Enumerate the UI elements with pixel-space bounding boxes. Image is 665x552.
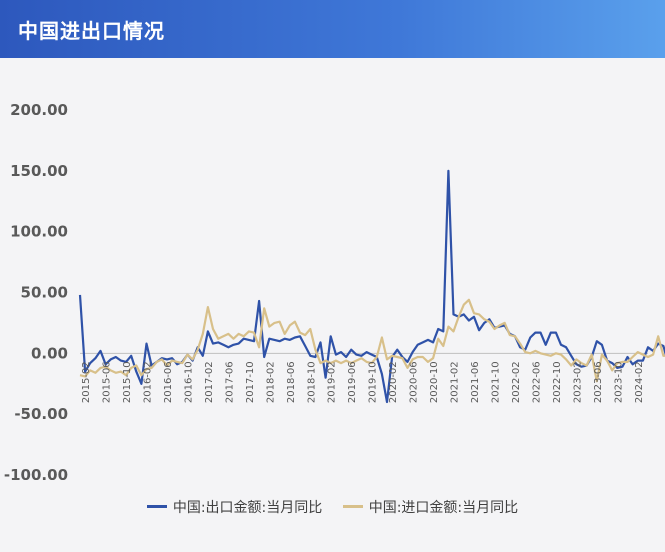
x-tick-label: 2021-10 [490, 361, 501, 403]
page-title: 中国进出口情况 [18, 19, 165, 43]
x-tick-label: 2021-02 [450, 361, 461, 403]
legend-swatch-export [146, 505, 167, 508]
x-tick-label: 2020-06 [409, 361, 420, 403]
x-tick-label: 2022-10 [552, 361, 563, 403]
y-tick-label: 100.00 [10, 223, 68, 241]
x-tick-label: 2019-10 [368, 361, 379, 403]
x-tick-label: 2020-10 [429, 361, 440, 403]
x-tick-label: 2018-02 [265, 361, 276, 403]
y-tick-label: 0.00 [31, 344, 68, 362]
x-tick-label: 2018-10 [306, 361, 317, 403]
chart-area: 200.00 150.00 100.00 50.00 0.00 -50.00 -100.00… [0, 58, 665, 552]
series-line-export [78, 169, 665, 404]
x-tick-label: 2022-06 [531, 361, 542, 403]
series-line-import [79, 298, 665, 383]
x-tick-label: 2023-06 [593, 361, 604, 403]
x-tick-label: 2015-10 [122, 361, 133, 403]
x-tick-label: 2016-06 [163, 361, 174, 403]
y-tick-label: 150.00 [10, 162, 68, 180]
x-tick-label: 2017-10 [245, 361, 256, 403]
y-tick-label: 200.00 [10, 101, 68, 119]
y-tick-label: -50.00 [14, 405, 68, 423]
x-tick-label: 2016-02 [143, 361, 154, 403]
x-tick-label: 2016-10 [183, 361, 194, 403]
x-tick-label: 2023-10 [613, 361, 624, 403]
legend-label-export: 中国:出口金额:当月同比 [172, 499, 323, 516]
x-tick-label: 2019-06 [347, 361, 358, 403]
legend-item-export: 中国:出口金额:当月同比 [146, 497, 323, 517]
x-tick-label: 2017-02 [204, 361, 215, 403]
y-tick-label: 50.00 [21, 284, 68, 302]
x-tick-label: 2015-02 [81, 361, 92, 403]
x-tick-label: 2020-02 [388, 361, 399, 403]
x-tick-label: 2019-02 [327, 361, 338, 403]
line-chart: 200.00 150.00 100.00 50.00 0.00 -50.00 -100.00… [4, 101, 665, 484]
y-tick-label: -100.00 [4, 466, 68, 484]
x-tick-label: 2015-06 [102, 361, 113, 403]
legend-label-import: 中国:进口金额:当月同比 [368, 499, 519, 516]
legend-swatch-import [342, 505, 363, 508]
legend: 中国:出口金额:当月同比 中国:进口金额:当月同比 [0, 496, 665, 517]
x-tick-label: 2023-02 [572, 361, 583, 403]
x-tick-label: 2017-06 [224, 361, 235, 403]
x-tick-label: 2021-06 [470, 361, 481, 403]
header-banner: 中国进出口情况 [0, 0, 665, 58]
x-tick-label: 2018-06 [286, 361, 297, 403]
x-tick-label: 2022-02 [511, 361, 522, 403]
x-tick-label: 2024-02 [634, 361, 645, 403]
legend-item-import: 中国:进口金额:当月同比 [342, 497, 519, 517]
